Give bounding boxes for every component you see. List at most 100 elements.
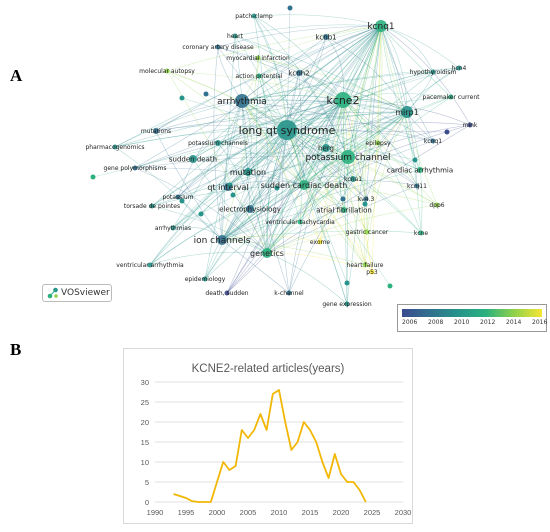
keyword-label: coronary artery disease [182,44,254,51]
keyword-label: qt interval [207,183,248,192]
network-edge [266,99,344,254]
network-edge [380,25,434,142]
keyword-node [286,290,292,296]
x-tick-label: 2030 [395,508,412,517]
network-edge [155,125,288,132]
network-edge [155,99,344,132]
keyword-node [362,201,368,207]
keyword-node [344,280,350,286]
x-tick-label: 2020 [333,508,350,517]
keyword-label: mirp1 [395,108,418,117]
network-edge [134,167,305,186]
colorbar-gradient [402,309,542,317]
network-edge [266,142,379,254]
keyword-node [317,239,323,245]
network-edge [234,35,288,131]
network-edge [134,99,344,169]
network-edge [286,7,291,131]
network-edge [266,25,382,254]
keyword-label: kcnh2 [288,69,309,77]
network-edge [303,96,452,186]
network-edge [380,25,434,73]
keyword-node [417,167,423,173]
network-edge [253,15,305,186]
keyword-node [299,180,309,190]
keyword-node [412,157,418,163]
network-edge [303,142,379,186]
network-edge [177,25,382,198]
keyword-node [170,225,176,231]
network-edge [192,99,344,160]
x-axis-ticks: 1990 1995 2000 2005 2010 2015 2020 2025 2030 [147,508,412,517]
keyword-label: atrial fibrillation [316,206,372,214]
keyword-node [179,198,185,204]
network-edge [221,184,305,241]
keyword-node [297,219,303,225]
network-edge [347,156,373,273]
keyword-label: pacemaker current [423,94,481,101]
keyword-node [401,106,413,118]
network-edge [286,129,416,161]
network-edge [342,99,366,266]
network-edge [286,25,382,131]
network-labels: long qt syndrome kcne2 kcnq1 arrhythmia pota… [85,13,480,308]
network-edge [366,25,383,233]
network-edge [342,67,460,101]
network-edge [166,70,344,101]
network-edge [266,111,408,254]
network-edge [221,239,366,266]
keyword-node [251,13,257,19]
keyword-label: kcnq1 [424,138,442,145]
network-edge [221,230,422,241]
network-edge [342,99,418,187]
network-edge [151,205,268,254]
keyword-node [255,55,261,61]
network-edge [281,129,290,294]
network-edge [221,156,349,241]
network-edge [114,25,382,148]
network-edge [286,121,471,131]
keyword-node [90,174,96,180]
network-edge [377,25,382,144]
network-edge [286,129,421,171]
network-edge [226,156,349,294]
network-edge [177,129,288,198]
network-edge [266,25,382,254]
network-edge [303,184,373,273]
network-edge [166,70,268,254]
keyword-node [217,235,227,245]
network-edge [258,25,382,77]
network-edge [234,24,382,37]
network-edge [114,129,288,148]
keyword-label: cardiac arrhythmia [387,166,453,174]
network-edge [149,99,344,266]
network-edge [303,184,438,206]
network-edge [380,25,418,187]
network-edge [149,184,305,266]
network-edge [241,100,290,294]
network-edge [286,25,382,131]
network-edge [221,99,344,241]
keyword-label: exome [310,239,330,246]
network-edge [234,35,243,102]
keyword-node [448,94,454,100]
y-tick-label: 10 [141,458,149,467]
network-edge [249,25,382,210]
y-tick-label: 30 [141,378,149,387]
keyword-label: death, sudden [205,290,248,297]
keyword-node [350,176,356,182]
keyword-node [262,248,272,258]
network-edge [241,100,305,186]
network-edge [221,71,434,241]
network-edge [221,140,434,241]
keyword-node [363,196,369,202]
network-edge [380,25,452,98]
keyword-node [149,203,155,209]
keyword-node [296,70,302,76]
network-edge [234,35,344,101]
colorbar-tick-label: 2010 [454,319,470,326]
keyword-node [179,95,185,101]
keyword-node [375,20,387,32]
network-edge [286,129,391,287]
network-edge [234,35,408,113]
